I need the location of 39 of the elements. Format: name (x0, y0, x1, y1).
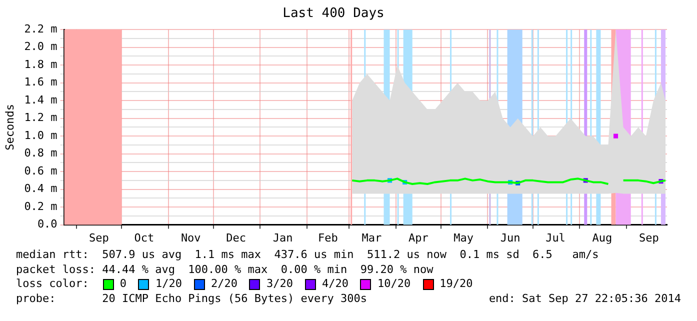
y-tick-label: 0.4 m (24, 182, 58, 196)
x-tick-label: Feb (318, 231, 338, 244)
y-tick-label: 0.6 m (24, 164, 58, 178)
x-tick-label: Aug (592, 231, 612, 244)
y-tick-label: 0.2 m (24, 200, 58, 213)
y-tick-label: 1.0 m (24, 128, 58, 142)
y-tick-label: 1.8 m (24, 58, 58, 71)
x-tick-label: Mar (362, 231, 382, 244)
x-tick-label: Oct (134, 231, 154, 244)
x-tick-label: Dec (226, 231, 246, 244)
y-tick-label: 1.6 m (24, 76, 58, 89)
legend-label: 19/20 (440, 277, 473, 292)
y-tick-label: 2.2 m (24, 22, 58, 36)
chart-title: Last 400 Days (282, 6, 384, 22)
legend-label: 4/20 (322, 277, 348, 292)
text: median rtt: 507.9 us avg 1.1 ms max 437.6 us min 511.2 us now 0.1 ms sd 6.5 am/s (16, 248, 600, 262)
x-tick-label: Sep (638, 231, 659, 244)
legend-label: 0 (120, 277, 126, 292)
legend-label: 3/20 (266, 277, 293, 292)
x-tick-label: May (454, 231, 474, 244)
text: end: Sat Sep 27 22:05:36 2014 (488, 292, 681, 306)
x-tick-label: Jan (272, 231, 293, 244)
y-tick-label: 1.2 m (24, 111, 58, 124)
y-tick-label: 2.0 m (24, 40, 58, 54)
y-axis-title: Seconds (3, 104, 16, 150)
x-tick-label: Apr (408, 231, 429, 244)
y-tick-label: 0.0 (37, 218, 58, 231)
text: packet loss: 44.44 % avg 100.00 % max 0.00 % min 99.20 % now (16, 262, 434, 277)
text: probe: 20 ICMP Echo Pings (56 Bytes) every 300s (16, 292, 367, 306)
x-tick-label: Jul (546, 231, 566, 244)
x-tick-label: Jun (500, 231, 520, 244)
legend-title: loss color: (16, 277, 89, 292)
legend-label: 2/20 (210, 277, 238, 292)
legend-label: 10/20 (377, 277, 411, 292)
y-tick-label: 0.8 m (24, 146, 58, 160)
y-tick-label: 1.4 m (24, 93, 58, 106)
legend-label: 1/20 (155, 277, 182, 292)
x-tick-label: Sep (89, 231, 109, 244)
x-tick-label: Nov (180, 231, 202, 244)
